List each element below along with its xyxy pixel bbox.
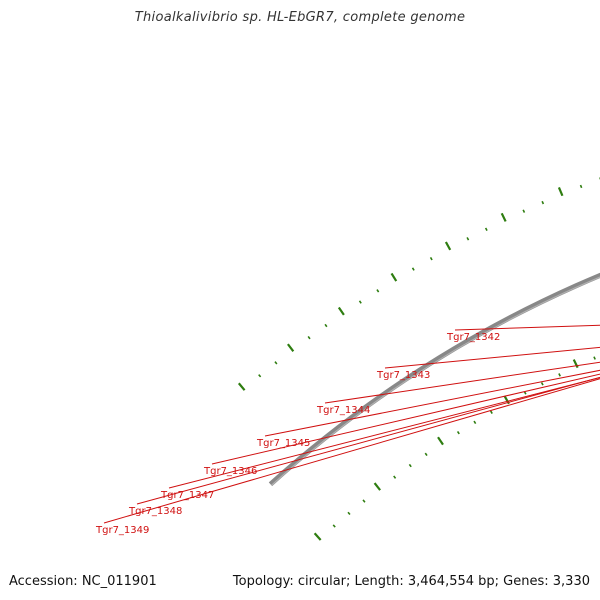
inner-ruler-tick xyxy=(408,463,412,468)
inner-ruler-tick xyxy=(540,382,544,386)
ruler-tick xyxy=(358,300,362,304)
inner-ruler-tick xyxy=(437,436,444,446)
inner-ruler-tick xyxy=(572,359,579,369)
ruler-tick xyxy=(411,267,415,271)
gene-label: Tgr7_1345 xyxy=(256,438,310,449)
inner-ruler-tick xyxy=(347,511,351,516)
ruler-tick xyxy=(274,361,278,365)
backbone-arc xyxy=(268,272,600,487)
inner-ruler-tick xyxy=(593,356,596,360)
ruler-tick xyxy=(466,237,470,241)
inner-ruler-tick xyxy=(332,524,336,528)
gene-label: Tgr7_1348 xyxy=(128,506,182,517)
inner-ruler-tick xyxy=(456,431,460,435)
accession-text: Accession: NC_011901 xyxy=(9,574,157,589)
map-title: Thioalkalivibrio sp. HL-EbGR7, complete … xyxy=(134,10,466,25)
ruler-tick xyxy=(307,335,311,340)
ruler-tick xyxy=(579,184,583,189)
inner-ruler-tick xyxy=(362,499,366,503)
gene-label: Tgr7_1343 xyxy=(376,370,430,381)
gene-leader-line xyxy=(324,361,600,404)
ruler-tick xyxy=(286,343,295,352)
gene-label: Tgr7_1346 xyxy=(203,466,257,477)
outer-dotted-ring xyxy=(237,177,600,391)
inner-ruler-tick xyxy=(424,452,428,457)
ruler-tick xyxy=(429,256,433,261)
inner-ruler-tick xyxy=(393,475,397,479)
gene-leader-line xyxy=(211,373,600,465)
inner-ruler-tick xyxy=(523,391,527,395)
inner-ruler-tick xyxy=(489,410,493,414)
ruler-tick xyxy=(324,323,328,328)
gene-leader-line xyxy=(168,377,600,489)
ruler-tick xyxy=(337,306,345,316)
ruler-tick xyxy=(500,212,507,222)
gene-label: Tgr7_1347 xyxy=(160,490,214,501)
ruler-tick xyxy=(557,187,564,197)
ruler-tick xyxy=(376,289,380,293)
backbone-highlight xyxy=(271,276,600,486)
ruler-tick xyxy=(541,200,545,205)
ruler-tick xyxy=(237,382,246,391)
genome-summary-text: Topology: circular; Length: 3,464,554 bp… xyxy=(232,574,590,589)
inner-ruler-tick xyxy=(473,420,477,425)
inner-ruler-tick xyxy=(558,373,561,377)
gene-label: Tgr7_1344 xyxy=(316,405,370,416)
ruler-tick xyxy=(444,241,452,251)
gene-label: Tgr7_1349 xyxy=(95,525,149,536)
inner-ruler-tick xyxy=(313,532,322,541)
ruler-tick xyxy=(390,272,398,282)
backbone-track xyxy=(268,272,600,487)
ruler-tick xyxy=(522,209,526,213)
ruler-tick xyxy=(258,374,262,378)
gene-leader-line xyxy=(454,324,600,331)
ruler-tick xyxy=(484,227,488,231)
inner-ruler-tick xyxy=(373,482,381,491)
gene-leader-line xyxy=(103,378,600,524)
gene-leader-line xyxy=(264,369,600,437)
gene-leader-line xyxy=(136,376,600,505)
gene-label: Tgr7_1342 xyxy=(446,332,500,343)
gene-leader-line xyxy=(384,346,600,369)
gene-labels: Tgr7_1342 Tgr7_1343 Tgr7_1344 Tgr7_1345 Tgr7… xyxy=(95,324,600,536)
